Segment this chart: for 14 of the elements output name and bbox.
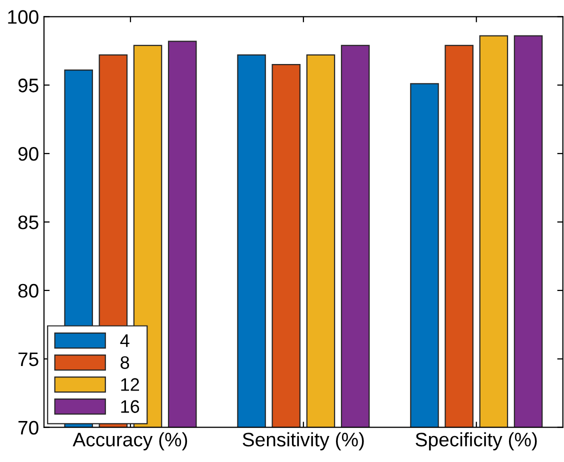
legend-label: 4	[120, 334, 130, 347]
y-tick-label: 70	[18, 420, 38, 435]
y-tick-label: 85	[18, 215, 38, 230]
x-tick-label: Specificity (%)	[416, 432, 537, 450]
y-tick-label: 80	[18, 284, 38, 298]
legend-label: 16	[121, 400, 140, 413]
legend-label: 12	[121, 378, 139, 391]
y-tick-label: 75	[18, 352, 38, 366]
x-tick-label: Sensitivity (%)	[242, 432, 364, 450]
y-tick-label: 100	[8, 10, 38, 24]
legend-label: 8	[120, 356, 130, 369]
y-tick-label: 95	[18, 78, 38, 92]
x-tick-label: Accuracy (%)	[72, 432, 188, 450]
y-tick-label: 90	[18, 147, 38, 161]
